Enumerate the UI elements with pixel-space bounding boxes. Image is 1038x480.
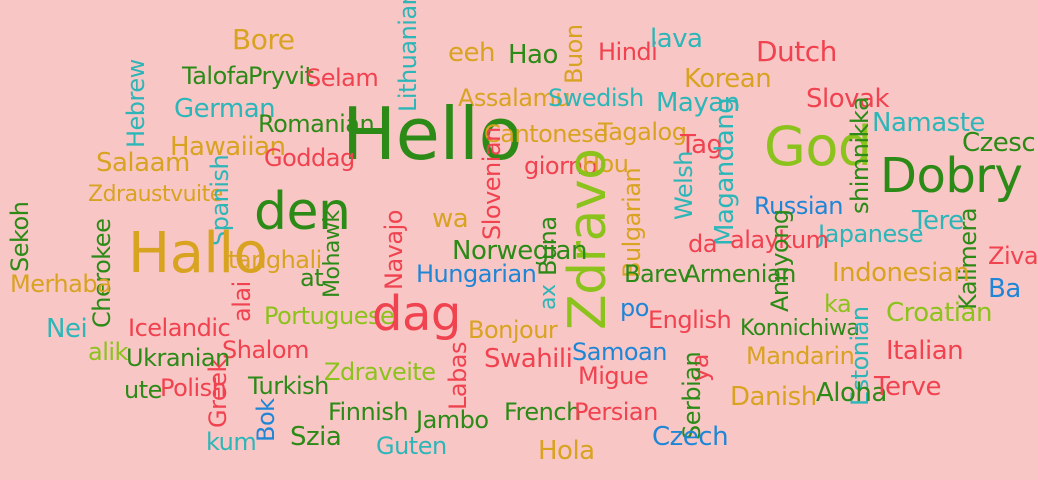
word-slovenian: Slovenian — [478, 127, 506, 240]
word-szia: Szia — [290, 422, 342, 452]
word-mayan: Mayan — [656, 88, 740, 118]
word-mandarin: Mandarin — [746, 342, 855, 370]
word-navajo: Navajo — [380, 210, 408, 290]
word-migue: Migue — [578, 362, 649, 390]
word-bonjour: Bonjour — [468, 316, 558, 344]
word-sekoh: Sekoh — [6, 201, 34, 272]
word-danish: Danish — [730, 382, 817, 412]
word-english: English — [648, 306, 732, 334]
word-bok: Bok — [252, 398, 280, 442]
word-croatian: Croatian — [886, 298, 992, 328]
word-eeh: eeh — [448, 38, 495, 68]
word-da: da — [688, 230, 717, 258]
word-shalom: Shalom — [222, 336, 309, 364]
word-selam: Selam — [306, 64, 379, 92]
word-hungarian: Hungarian — [416, 260, 537, 288]
word-finnish: Finnish — [328, 398, 409, 426]
word-tanghali: tanghali — [228, 246, 322, 274]
word-alaykum: alaykum — [730, 226, 829, 254]
word-czesc: Czesc — [962, 128, 1036, 158]
word-god: God — [764, 115, 872, 178]
word-korean: Korean — [684, 64, 772, 94]
word-hebrew: Hebrew — [122, 59, 150, 148]
word-nei: Nei — [46, 314, 88, 344]
word-alik: alik — [88, 338, 128, 366]
word-bore: Bore — [232, 23, 295, 56]
word-tagalog: Tagalog — [598, 118, 687, 146]
word-hou: Hou — [582, 150, 629, 178]
word-hindi: Hindi — [598, 38, 658, 66]
word-barev: Barev — [624, 260, 691, 288]
word-hawaiian: Hawaiian — [170, 132, 286, 162]
word-german: German — [174, 94, 276, 124]
word-russian: Russian — [754, 192, 843, 220]
word-dutch: Dutch — [756, 35, 837, 68]
word-ukranian: Ukranian — [126, 344, 230, 372]
word-pryvit: Pryvit — [248, 62, 314, 90]
word-terve: Terve — [874, 372, 942, 402]
word-alai: alai — [228, 281, 256, 322]
word-mohawk: Mohawk — [320, 210, 345, 298]
word-romanian: Romanian — [258, 110, 375, 138]
word-dobry: Dobry — [880, 148, 1023, 204]
word-kum: kum — [206, 428, 257, 456]
word-buon: Buon — [560, 24, 588, 84]
word-swedish: Swedish — [548, 84, 644, 112]
word-wa: wa — [432, 204, 469, 234]
word-goddag: Goddag — [264, 144, 355, 172]
word-hello: Hello — [342, 92, 523, 176]
word-shimnikka: shimnikka — [846, 96, 874, 214]
word-tere: Tere — [912, 206, 964, 236]
word-labas: Labas — [444, 341, 472, 410]
word-po: po — [620, 294, 649, 322]
word-french: French — [504, 398, 581, 426]
word-namaste: Namaste — [872, 108, 985, 138]
word-lava: lava — [650, 24, 703, 54]
word-at: at — [300, 264, 324, 292]
word-armenian: Armenian — [684, 260, 796, 288]
word-ba: Ba — [988, 274, 1021, 304]
word-samoan: Samoan — [572, 338, 667, 366]
word-talofa: Talofa — [182, 62, 249, 90]
word-czech: Czech — [652, 422, 729, 452]
word-cantonese: Cantonese — [484, 120, 608, 148]
word-japanese: Japanese — [818, 220, 923, 248]
word-turkish: Turkish — [248, 372, 329, 400]
word-polish: Polish — [160, 374, 227, 402]
word-magandang: Magandang — [710, 97, 740, 246]
word-aloha: Aloha — [816, 378, 887, 408]
word-norwegian: Norwegian — [452, 236, 587, 266]
word-portuguese: Portuguese — [264, 302, 395, 330]
word-hao: Hao — [508, 40, 558, 70]
word-slovak: Slovak — [806, 84, 890, 114]
word-hallo: Hallo — [128, 221, 268, 286]
word-ax: ax — [536, 284, 561, 310]
word-tag: Tag — [680, 130, 723, 160]
word-merhaba: Merhaba — [10, 270, 112, 298]
word-indonesian: Indonesian — [832, 258, 970, 288]
word-jambo: Jambo — [416, 406, 489, 434]
word-icelandic: Icelandic — [128, 314, 231, 342]
word-dag: dag — [372, 286, 461, 342]
word-salaam: Salaam — [96, 148, 190, 178]
word-italian: Italian — [886, 336, 964, 366]
word-ute: ute — [124, 376, 162, 404]
word-ka: ka — [824, 290, 852, 318]
word-welsh: Welsh — [670, 151, 698, 220]
word-zdraustvuite: Zdraustvuite — [88, 182, 223, 207]
word-greek: Greek — [204, 359, 232, 428]
word-hola: Hola — [538, 436, 595, 466]
word-giorno: giorno — [524, 152, 597, 180]
word-swahili: Swahili — [484, 344, 573, 374]
word-konnichiwa: Konnichiwa — [740, 316, 860, 341]
word-zdraveite: Zdraveite — [324, 358, 436, 386]
word-ziva: Ziva — [988, 242, 1038, 270]
word-den: den — [254, 182, 351, 242]
word-guten: Guten — [376, 432, 447, 460]
word-assalamu: Assalamu — [458, 84, 571, 112]
word-persian: Persian — [574, 398, 658, 426]
